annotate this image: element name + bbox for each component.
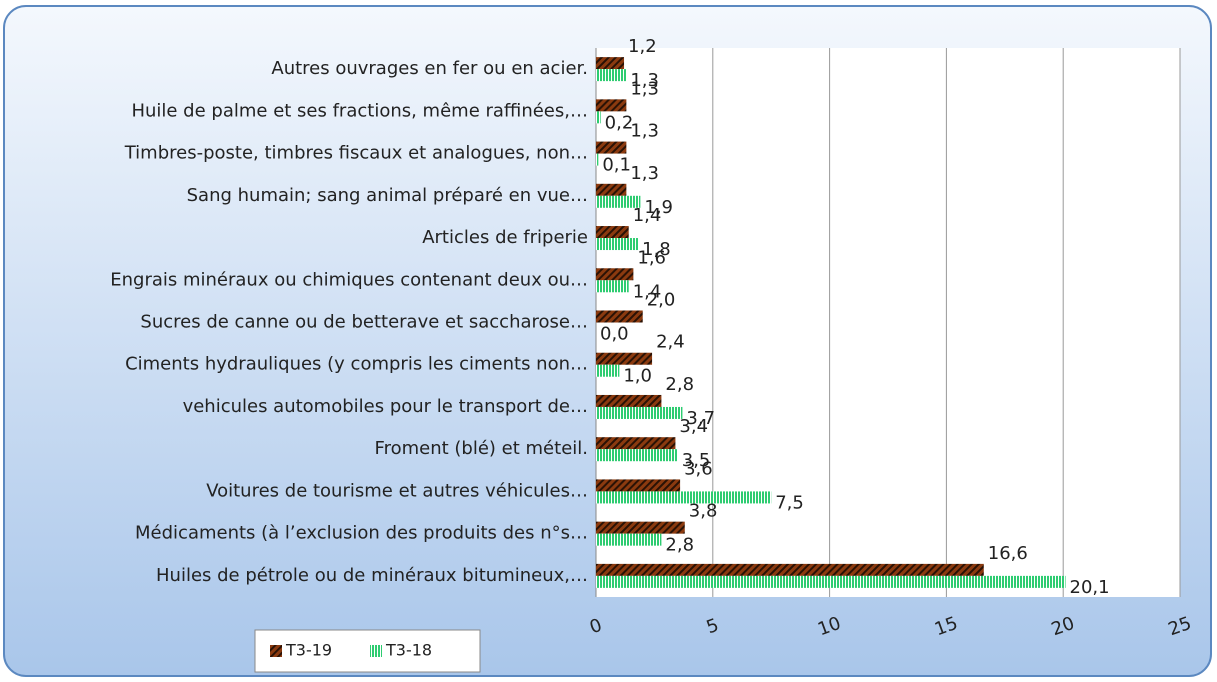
legend-box [254,629,481,673]
value-label: 1,2 [628,36,657,57]
value-label: 1,3 [630,163,659,184]
legend-swatch [370,645,382,657]
bar [596,69,627,82]
bar [596,352,653,365]
value-label: 3,4 [679,416,708,437]
value-label: 20,1 [1070,577,1110,598]
y-tick-label: Huile de palme et ses fractions, même ra… [131,100,588,121]
bar [596,183,627,196]
value-label: 3,6 [684,458,713,479]
bar [596,575,1066,588]
bar [596,195,641,208]
y-tick-label: Sucres de canne ou de betterave et sacch… [140,312,588,333]
value-label: 3,8 [689,501,718,522]
bar [596,226,629,239]
bar [596,99,627,112]
value-label: 3,5 [682,450,711,471]
bar [596,57,625,70]
y-tick-label: Engrais minéraux ou chimiques contenant … [110,269,588,290]
plot-area [596,48,1180,597]
bar [596,238,639,251]
y-tick-label: Froment (blé) et méteil. [375,438,588,459]
bar [596,153,599,166]
value-label: 2,8 [665,374,694,395]
value-label: 2,8 [665,535,694,556]
value-label: 0,2 [605,112,634,133]
value-label: 2,4 [656,332,685,353]
bar [596,479,681,492]
bar [596,406,683,419]
value-label: 2,0 [647,290,676,311]
legend-label: T3-18 [385,641,432,660]
y-tick-label: Articles de friperie [422,227,588,248]
value-label: 16,6 [988,543,1028,564]
value-label: 1,0 [623,366,652,387]
value-label: 1,4 [633,281,662,302]
bar [596,268,634,281]
bar [596,310,643,323]
bar [596,437,676,450]
bar [596,449,678,462]
value-label: 1,6 [637,247,666,268]
value-label: 3,7 [686,408,715,429]
y-tick-label: Médicaments (à l’exclusion des produits … [135,523,588,544]
bar [596,364,620,377]
y-tick-label: vehicules automobiles pour le transport … [183,396,588,417]
value-label: 0,0 [600,324,629,345]
legend-swatch [270,645,282,657]
value-label: 0,1 [602,155,631,176]
legend-label: T3-19 [285,641,332,660]
bar [596,280,629,293]
y-tick-label: Huiles de pétrole ou de minéraux bitumin… [156,565,588,586]
bar [596,533,662,546]
y-tick-label: Ciments hydrauliques (y compris les cime… [125,354,588,375]
value-label: 1,3 [630,121,659,142]
bar [596,521,685,534]
y-tick-label: Autres ouvrages en fer ou en acier. [271,58,588,79]
bar [596,563,984,576]
bar [596,491,772,504]
value-label: 7,5 [775,492,804,513]
bar [596,141,627,154]
value-label: 1,8 [642,239,671,260]
value-label: 1,3 [630,70,659,91]
y-tick-label: Voitures de tourisme et autres véhicules… [206,480,588,501]
value-label: 1,9 [644,197,673,218]
bar [596,111,601,124]
bar [596,394,662,407]
y-tick-label: Timbres-poste, timbres fiscaux et analog… [124,143,588,164]
value-label: 1,4 [633,205,662,226]
value-label: 1,3 [630,78,659,99]
y-tick-label: Sang humain; sang animal préparé en vue… [187,185,588,206]
